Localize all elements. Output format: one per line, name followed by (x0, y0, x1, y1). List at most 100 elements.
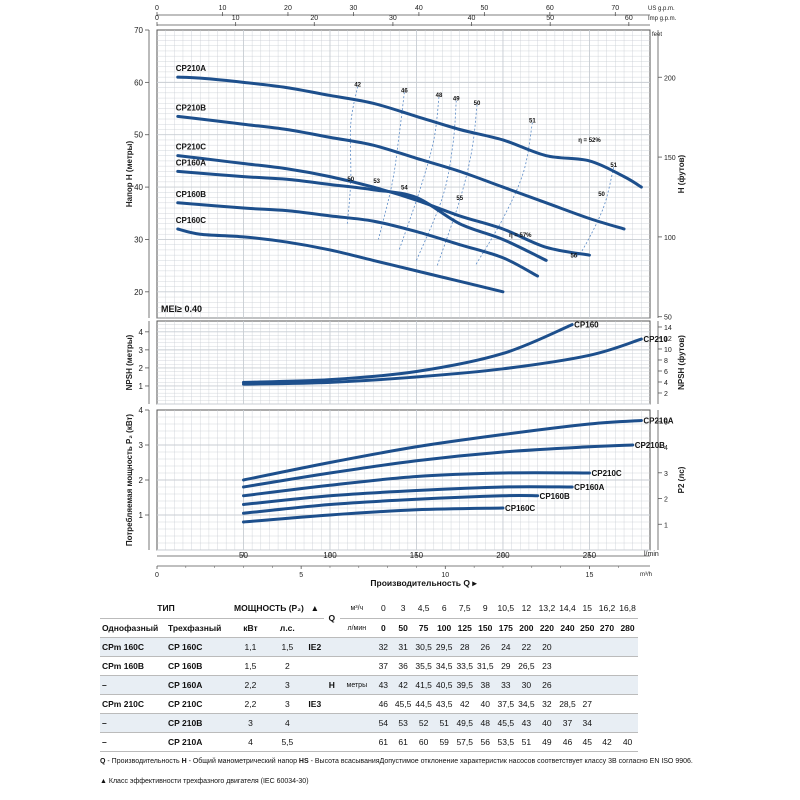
head-series-label: CP160B (176, 190, 206, 199)
head-value: 59 (433, 732, 455, 752)
head-panel-frame (156, 29, 651, 319)
power-series-label: CP160A (574, 483, 604, 492)
npsh-left-tick: 2 (139, 364, 144, 373)
power-right-tick: 2 (664, 497, 668, 504)
head-value: 43,5 (433, 694, 455, 714)
efficiency-label: 54 (401, 186, 408, 192)
three-phase-model: CP 160C (166, 637, 232, 657)
head-series-label: CP210A (176, 64, 206, 73)
head-series-label: CP210C (176, 143, 206, 152)
note-q-text: - Производительность (105, 758, 182, 765)
head-value (557, 656, 578, 676)
q-lmin-value: 0 (373, 618, 393, 638)
q-lmin-value: 240 (557, 618, 578, 638)
lmin-tick: 200 (496, 551, 510, 560)
h-unit (339, 713, 374, 733)
npsh-right-tick: 14 (664, 325, 672, 332)
power-right-tick: 4 (664, 445, 668, 452)
power-curve-CP160C (241, 506, 505, 524)
type-header: ТИП (100, 598, 232, 619)
single-phase-model: – (100, 732, 166, 752)
single-phase-model: CPm 160B (100, 656, 166, 676)
head-left-tick: 30 (134, 235, 143, 244)
power-kw: 2,2 (232, 694, 269, 714)
imp-gpm-unit: Imp g.p.m. (648, 16, 677, 22)
imp-gpm-tick: 30 (389, 15, 397, 22)
head-value: 61 (392, 732, 414, 752)
npsh-left-tick: 4 (139, 328, 144, 337)
power-series-label: CP210A (643, 417, 673, 426)
npsh-right-tick: 8 (664, 358, 668, 365)
q-m3h-value: 9 (475, 598, 496, 619)
ie-class: IE3 (305, 694, 324, 714)
head-value (577, 675, 597, 695)
efficiency-label: 55 (456, 196, 463, 202)
npsh-curve-CP210 (241, 337, 643, 386)
head-value: 52 (413, 713, 434, 733)
q-m3h-value: 16,2 (596, 598, 618, 619)
npsh-right-tick: 10 (664, 347, 672, 354)
power-right-tick: 5 (664, 419, 668, 426)
npsh-series-label: CP210 (643, 335, 668, 344)
power-left-tick: 1 (139, 511, 144, 520)
power-kw: 1,5 (232, 656, 269, 676)
power-curve-CP210B (241, 443, 635, 489)
npsh-left-tick: 1 (139, 382, 144, 391)
us-gpm-tick: 0 (155, 5, 159, 12)
q-lmin-value: 175 (495, 618, 517, 638)
power-left-tick: 2 (139, 476, 144, 485)
head-value: 40 (475, 694, 496, 714)
ie-class (305, 713, 324, 733)
head-value: 56 (475, 732, 496, 752)
m3h-tick: 10 (441, 572, 449, 579)
head-value: 53,5 (495, 732, 517, 752)
head-value: 49 (536, 732, 558, 752)
npsh-y2-title: NPSH (футов) (677, 335, 686, 390)
ie-class (305, 732, 324, 752)
head-value: 43 (516, 713, 537, 733)
head-value: 34,5 (516, 694, 537, 714)
efficiency-label: 49 (453, 97, 460, 103)
q-m3h-value: 13,2 (536, 598, 558, 619)
head-value (596, 713, 618, 733)
head-value: 54 (373, 713, 393, 733)
head-value: 26,5 (516, 656, 537, 676)
us-gpm-tick: 30 (350, 5, 358, 12)
efficiency-isoline (573, 167, 615, 258)
efficiency-isoline (474, 122, 533, 266)
head-value (596, 656, 618, 676)
head-value: 45 (577, 732, 597, 752)
power-kw: 4 (232, 732, 269, 752)
head-right-tick: 100 (664, 235, 676, 242)
head-left-tick: 40 (134, 183, 143, 192)
efficiency-label: 50 (347, 177, 354, 183)
head-value: 33 (495, 675, 517, 695)
unit-lmin: л/мин (339, 618, 374, 638)
head-value: 43 (373, 675, 393, 695)
h-label (323, 694, 340, 714)
h-label: H (323, 675, 340, 695)
head-value: 26 (536, 675, 558, 695)
us-gpm-tick: 20 (284, 5, 292, 12)
head-value: 39,5 (454, 675, 475, 695)
head-right-tick: 150 (664, 155, 676, 162)
q-lmin-value: 220 (536, 618, 558, 638)
single-phase-model: – (100, 713, 166, 733)
head-value (596, 675, 618, 695)
m3h-tick: 5 (299, 572, 303, 579)
h-unit (339, 656, 374, 676)
efficiency-label: 56 (571, 253, 578, 259)
note-h: H (181, 758, 187, 765)
three-phase-model: CP 210C (166, 694, 232, 714)
head-value: 32 (536, 694, 558, 714)
q-lmin-value: 280 (617, 618, 638, 638)
h-label (323, 637, 340, 657)
three-phase-model: CP 160B (166, 656, 232, 676)
head-value (617, 675, 638, 695)
head-value: 23 (536, 656, 558, 676)
head-value: 42 (596, 732, 618, 752)
power-hp: 2 (268, 656, 306, 676)
us-gpm-tick: 70 (611, 5, 619, 12)
power-hp: 4 (268, 713, 306, 733)
power-header: МОЩНОСТЬ (P₂) (232, 598, 306, 619)
